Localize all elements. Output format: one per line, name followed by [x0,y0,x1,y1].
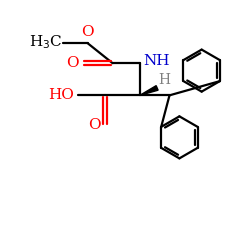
Text: HO: HO [48,88,74,102]
Text: NH: NH [144,54,170,68]
Text: H$_3$C: H$_3$C [28,33,62,51]
Text: O: O [82,25,94,39]
Text: H: H [158,73,170,87]
Text: O: O [66,56,78,70]
Polygon shape [140,86,158,95]
Text: O: O [88,118,100,132]
